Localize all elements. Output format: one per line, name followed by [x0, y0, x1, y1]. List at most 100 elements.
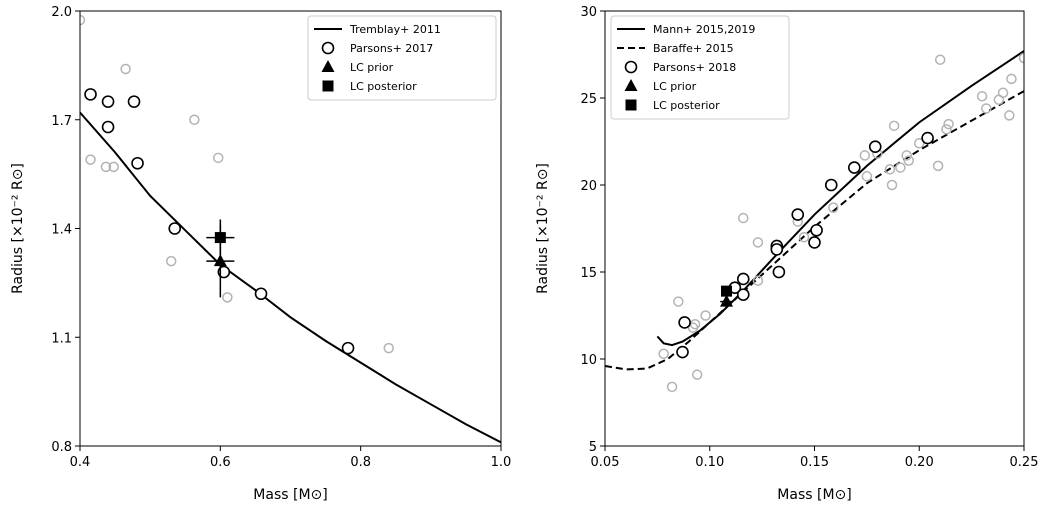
legend-handle: [321, 41, 335, 55]
x-axis-label: Mass [M⊙]: [777, 487, 851, 503]
data-point-2-9: [808, 236, 821, 249]
x-tick-label: 0.25: [1010, 455, 1039, 470]
data-point-2-2: [100, 161, 112, 173]
y-tick-label: 10: [580, 353, 597, 368]
x-tick-label: 0.4: [70, 455, 91, 470]
data-point-3-30: [997, 87, 1009, 99]
data-point-3-2: [673, 296, 684, 307]
data-point-3-22: [914, 137, 925, 149]
y-tick-label: 0.8: [51, 440, 72, 455]
data-point-3-24: [934, 54, 946, 65]
data-point-1-5: [168, 222, 182, 235]
y-tick-label: 2.0: [51, 5, 72, 20]
series-line-0: [80, 111, 501, 444]
data-point-3-18: [888, 120, 900, 132]
y-tick-label: 5: [589, 440, 597, 455]
data-point-1-4: [131, 156, 144, 170]
data-point-3-16: [884, 164, 896, 175]
y-tick-label: 15: [580, 266, 597, 281]
legend-handle: [322, 80, 334, 92]
data-point-2-8: [791, 208, 805, 221]
data-point-3-25: [941, 124, 952, 135]
data-point-1-0: [84, 88, 97, 101]
data-point-1-2: [101, 120, 115, 134]
x-tick-label: 1.0: [491, 455, 512, 470]
data-point-2-1: [85, 154, 96, 165]
legend-handle: [625, 99, 637, 111]
data-point-3-21: [903, 155, 915, 166]
legend-entry: Mann+ 2015,2019: [653, 23, 755, 36]
legend-handle: [321, 60, 335, 72]
x-tick-label: 0.8: [350, 455, 371, 470]
data-point-2-4: [120, 63, 131, 75]
data-point-3-14: [861, 171, 873, 182]
data-point-3-19: [895, 162, 906, 173]
legend-entry: Tremblay+ 2011: [349, 23, 441, 36]
x-tick-label: 0.15: [800, 455, 829, 470]
data-point-2-3: [736, 272, 750, 286]
data-point-2-8: [222, 292, 233, 303]
data-point-3-0: [213, 254, 227, 267]
legend-entry: Parsons+ 2017: [350, 42, 433, 55]
data-point-2-6: [189, 114, 200, 125]
data-point-4-0: [720, 294, 734, 307]
legend: Mann+ 2015,2019 Baraffe+ 2015 Parsons+ 201…: [610, 15, 790, 120]
data-point-1-7: [254, 287, 268, 301]
legend-entry: Baraffe+ 2015: [653, 42, 734, 55]
data-point-3-20: [901, 150, 912, 161]
legend-entry: LC posterior: [653, 99, 720, 112]
y-tick-label: 30: [580, 5, 597, 20]
series-line-1: [605, 90, 1024, 371]
chart-panel-2: 0.05 0.10 0.15 0.20 0.25 5 10 15 20 25 30 Mass [M⊙]…: [535, 5, 1038, 503]
legend-entry: LC prior: [350, 61, 394, 74]
x-axis-label: Mass [M⊙]: [253, 487, 327, 503]
data-point-2-6: [770, 243, 784, 256]
data-point-3-32: [1006, 73, 1017, 85]
legend-box: [610, 15, 790, 120]
data-point-3-13: [859, 150, 871, 161]
data-point-1-3: [127, 95, 141, 108]
y-axis-label: Radius [×10⁻² R⊙]: [10, 163, 26, 294]
data-point-3-0: [658, 348, 669, 360]
data-point-1-1: [101, 95, 115, 108]
data-point-3-28: [981, 103, 992, 114]
x-tick-label: 0.10: [695, 455, 724, 470]
y-tick-label: 1.1: [51, 331, 72, 346]
y-tick-label: 20: [580, 179, 597, 194]
series-line-0: [656, 50, 1024, 347]
legend-entry: LC prior: [653, 80, 697, 93]
data-point-2-14: [921, 131, 934, 145]
legend: Tremblay+ 2011 Parsons+ 2017 LC prior LC po…: [307, 15, 497, 101]
x-tick-label: 0.05: [591, 455, 620, 470]
legend-handle: [624, 79, 638, 91]
data-point-3-1: [666, 381, 678, 393]
data-point-2-10: [810, 223, 823, 237]
data-point-2-5: [165, 255, 177, 267]
y-tick-label: 25: [580, 92, 597, 107]
data-point-2-7: [212, 152, 224, 164]
data-point-3-17: [886, 179, 898, 191]
data-point-1-6: [217, 265, 231, 279]
plot-area: [605, 50, 1024, 393]
data-point-2-3: [108, 161, 119, 173]
data-point-3-27: [976, 91, 988, 102]
chart-panel-1: 0.4 0.6 0.8 1.0 0.8 1.1 1.4 1.7 2.0 Mass [M⊙] Radi…: [10, 5, 511, 503]
legend-box: [307, 15, 497, 101]
data-point-3-31: [1004, 110, 1015, 121]
data-point-3-6: [700, 310, 711, 321]
data-point-3-23: [932, 160, 944, 172]
data-point-4-0: [214, 232, 226, 244]
data-point-2-13: [868, 140, 882, 154]
data-point-1-8: [341, 341, 355, 355]
legend-handle: [624, 60, 638, 74]
data-point-3-7: [738, 212, 749, 224]
data-point-3-8: [752, 237, 764, 248]
y-tick-label: 1.7: [51, 114, 72, 129]
data-point-3-11: [798, 231, 810, 243]
data-point-5-0: [721, 285, 733, 297]
legend-entry: LC posterior: [350, 80, 417, 93]
data-point-3-33: [1018, 52, 1024, 64]
data-point-2-1: [676, 345, 689, 359]
y-tick-label: 1.4: [51, 223, 72, 238]
